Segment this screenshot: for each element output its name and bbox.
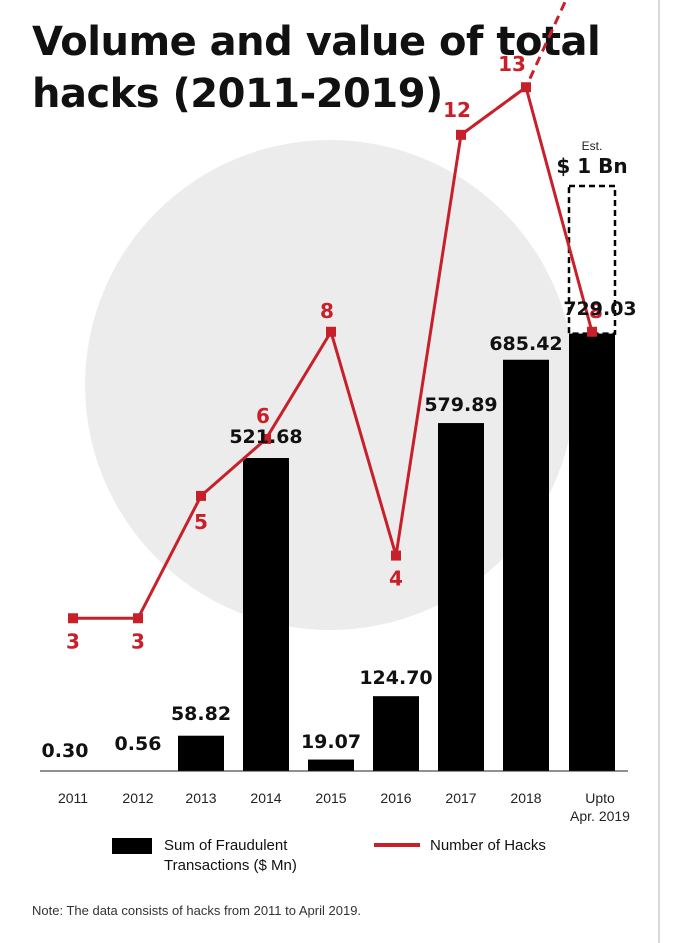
footnote: Note: The data consists of hacks from 20… xyxy=(32,903,362,918)
x-tick-label: 2013 xyxy=(185,790,216,806)
x-tick-label: 2016 xyxy=(380,790,411,806)
bar xyxy=(243,457,289,771)
hacks-marker xyxy=(521,82,531,93)
x-tick-label: 2012 xyxy=(122,790,153,806)
estimate-value: $ 1 Bn xyxy=(556,154,627,178)
legend-line-swatch xyxy=(374,843,420,847)
bar-value-label: 124.70 xyxy=(359,667,432,689)
bar-value-label: 58.82 xyxy=(171,703,231,725)
bar xyxy=(503,359,549,771)
bar-value-label: 579.89 xyxy=(424,394,497,416)
hacks-marker xyxy=(326,326,336,337)
hacks-label: 8 xyxy=(320,299,334,323)
legend-bar-label-2: Transactions ($ Mn) xyxy=(164,857,297,874)
x-tick-label: 2015 xyxy=(315,790,346,806)
x-tick-label: Upto xyxy=(585,790,615,806)
right-border xyxy=(658,0,660,943)
x-tick-label: 2011 xyxy=(58,790,88,806)
bar-value-label: 19.07 xyxy=(301,731,361,753)
hacks-label: 6 xyxy=(256,404,270,428)
bar-value-label: 0.56 xyxy=(115,733,162,755)
background-watermark xyxy=(85,140,575,630)
hacks-label: 4 xyxy=(389,567,403,591)
hacks-label: 3 xyxy=(66,629,80,653)
legend-line-label: Number of Hacks xyxy=(430,837,546,854)
hacks-label: 3 xyxy=(131,629,145,653)
x-tick-label: 2017 xyxy=(445,790,476,806)
bar-value-label: 685.42 xyxy=(489,333,562,355)
hacks-label: 8 xyxy=(589,299,603,323)
hacks-marker xyxy=(133,613,143,624)
hacks-marker xyxy=(261,433,271,444)
x-tick-label: Apr. 2019 xyxy=(570,808,630,824)
hacks-label: 13 xyxy=(498,52,526,76)
estimate-label: Est. xyxy=(582,139,603,153)
legend-bar-label-1: Sum of Fraudulent xyxy=(164,837,288,854)
hacks-marker xyxy=(391,550,401,561)
legend-bar-swatch xyxy=(112,838,152,854)
bar xyxy=(308,759,354,771)
bar-value-label: 0.30 xyxy=(42,740,89,762)
hacks-estimate-line xyxy=(460,0,568,137)
hacks-marker xyxy=(587,326,597,337)
hacks-marker xyxy=(196,490,206,501)
x-tick-label: 2018 xyxy=(510,790,541,806)
bar xyxy=(438,423,484,771)
hacks-marker xyxy=(68,613,78,624)
bar xyxy=(178,735,224,771)
x-tick-label: 2014 xyxy=(250,790,281,806)
bar xyxy=(569,333,615,771)
hacks-label: 12 xyxy=(443,98,471,122)
estimate-box xyxy=(567,184,617,335)
chart-title: Volume and value of total hacks (2011-20… xyxy=(32,19,601,117)
bar-value-label: 729.03 xyxy=(563,298,636,320)
bar-value-label: 521.68 xyxy=(229,426,302,448)
hacks-label: 5 xyxy=(194,510,208,534)
bar xyxy=(373,696,419,771)
hacks-marker xyxy=(456,129,466,140)
